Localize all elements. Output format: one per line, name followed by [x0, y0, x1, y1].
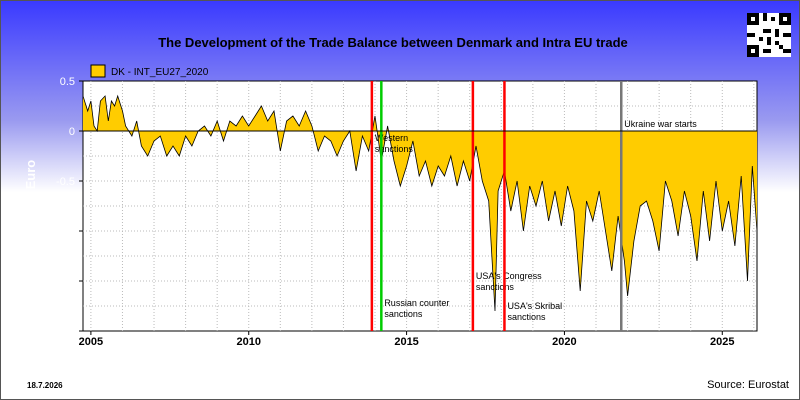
event-label-1: Russian counter sanctions — [384, 298, 449, 319]
event-label-line: sanctions — [507, 312, 546, 322]
y-tick-label: 0.5 — [60, 76, 75, 88]
axes: 0.5 0 -0.5 -1 -1.5 -2 2005 2010 2015 2020 2025 — [56, 76, 757, 348]
qr-code-icon — [747, 13, 791, 57]
footer-date: 18.7.2026 — [27, 381, 63, 390]
series-area-fill — [83, 96, 757, 311]
event-label-line: USA's Congress — [476, 271, 542, 281]
event-label-2: USA's Congress sanctions — [476, 271, 542, 292]
footer-source: Source: Eurostat — [707, 379, 789, 391]
event-label-line: sanctions — [476, 282, 515, 292]
series-line — [82, 94, 758, 312]
event-label-line: sanctions — [384, 309, 423, 319]
y-tick-label: -1.5 — [56, 276, 75, 288]
event-label-4: Ukraine war starts — [624, 119, 697, 129]
legend-swatch — [90, 64, 106, 78]
event-label-line: Ukraine war starts — [624, 119, 697, 129]
chart-title: The Development of the Trade Balance bet… — [158, 35, 628, 50]
y-tick-label: -0.5 — [56, 176, 75, 188]
y-tick-label: 0 — [69, 126, 75, 138]
x-tick-label: 2020 — [552, 336, 576, 348]
event-label-0: Western sanctions — [375, 133, 414, 154]
legend-label: DK - INT_EU27_2020 — [111, 67, 209, 78]
x-tick-label: 2025 — [710, 336, 734, 348]
event-label-line: USA's Skribal — [507, 301, 562, 311]
event-label-line: Western — [375, 133, 408, 143]
y-tick-label: -1 — [65, 226, 75, 238]
event-label-line: Russian counter — [384, 298, 449, 308]
x-tick-label: 2010 — [236, 336, 260, 348]
x-tick-label: 2015 — [394, 336, 418, 348]
series-area — [82, 94, 758, 312]
legend: DK - INT_EU27_2020 — [90, 64, 209, 78]
x-tick-label: 2005 — [79, 336, 103, 348]
y-axis-label: € * Billion Euro — [23, 160, 38, 253]
event-label-line: sanctions — [375, 144, 414, 154]
event-label-3: USA's Skribal sanctions — [507, 301, 562, 322]
y-tick-label: -2 — [65, 326, 75, 338]
